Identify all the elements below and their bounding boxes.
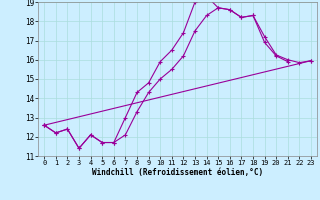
X-axis label: Windchill (Refroidissement éolien,°C): Windchill (Refroidissement éolien,°C) — [92, 168, 263, 177]
